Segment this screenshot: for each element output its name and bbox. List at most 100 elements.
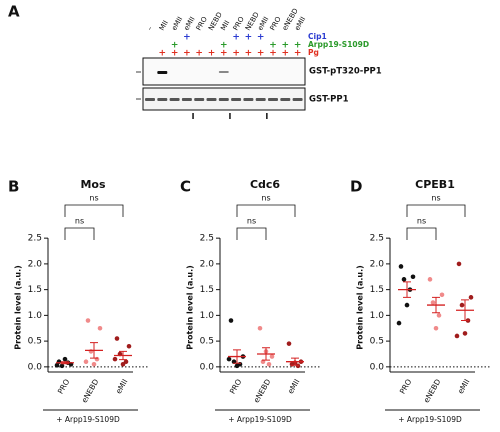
y-axis-label: Protein level (a.u.) [356, 265, 365, 350]
band [181, 98, 192, 101]
y-tick-label: 2.0 [370, 259, 385, 269]
group-label: + Arpp19-S109D [398, 415, 462, 424]
band [157, 71, 168, 74]
error-bar [90, 342, 98, 359]
y-tick-label: 1.5 [370, 285, 384, 295]
data-point [83, 359, 89, 365]
row-mark: + [232, 49, 240, 59]
data-point [439, 292, 445, 298]
y-tick-label: 2.5 [200, 234, 214, 244]
significance-label: ns [431, 194, 440, 203]
data-point [396, 320, 402, 326]
panel-label: A [8, 3, 20, 21]
data-point [62, 356, 68, 362]
data-point [269, 354, 275, 359]
y-tick-label: 0.5 [200, 337, 214, 347]
significance-label: ns [247, 217, 256, 226]
error-bar [61, 361, 69, 365]
band [268, 98, 278, 101]
y-tick-label: 1.5 [28, 285, 42, 295]
row-mark: + [208, 49, 216, 59]
data-point [286, 341, 292, 346]
band [169, 98, 180, 101]
significance-label: ns [261, 194, 270, 203]
row-mark: + [171, 49, 179, 59]
row-mark: + [159, 49, 167, 59]
y-axis-label: Protein level (a.u.) [14, 265, 23, 350]
row-mark: + [183, 49, 191, 59]
blot-label: GST-pT320-PP1 [309, 67, 382, 77]
data-point [120, 361, 126, 367]
y-tick-label: 0.0 [200, 362, 215, 372]
error-bar [432, 296, 440, 314]
data-point [54, 363, 60, 368]
data-point [430, 300, 436, 305]
error-bar [262, 347, 270, 361]
row-mark: + [245, 49, 253, 59]
error-bar [291, 357, 299, 366]
error-bar [119, 350, 127, 361]
row-mark: + [183, 33, 191, 43]
y-tick-label: 0.5 [370, 337, 384, 347]
y-tick-label: 1.0 [370, 311, 385, 321]
data-point [123, 359, 129, 365]
panel-label: B [8, 178, 19, 196]
y-tick-label: 2.5 [28, 234, 42, 244]
data-point [114, 336, 120, 341]
row-label: Pg [308, 48, 319, 57]
data-point [401, 277, 407, 282]
error-bar [461, 299, 469, 322]
data-point [410, 274, 416, 280]
significance-label: ns [417, 217, 426, 226]
band [243, 98, 254, 101]
y-tick-label: 1.0 [28, 311, 43, 321]
row-mark: + [232, 33, 240, 43]
row-mark: + [294, 41, 302, 51]
significance-label: ns [89, 194, 98, 203]
data-point [266, 361, 272, 367]
error-bar [233, 349, 241, 364]
y-axis-label: Protein level (a.u.) [186, 265, 195, 350]
row-mark: + [257, 49, 265, 59]
data-point [295, 363, 301, 369]
y-tick-label: 0.0 [28, 362, 43, 372]
row-mark: + [257, 33, 265, 43]
data-point [456, 261, 462, 267]
y-tick-label: 0.5 [28, 337, 42, 347]
row-mark: + [282, 41, 290, 51]
band [206, 98, 217, 101]
data-point [436, 313, 442, 318]
data-point [468, 295, 474, 300]
panel-label: D [350, 178, 362, 196]
y-tick-label: 2.5 [370, 234, 384, 244]
group-label: + Arpp19-S109D [228, 415, 292, 424]
band [255, 98, 266, 101]
row-label: Cip1 [308, 32, 327, 41]
chart-title: CPEB1 [415, 178, 455, 191]
row-mark: + [195, 49, 203, 59]
data-point [257, 325, 263, 331]
data-point [112, 356, 118, 362]
band [231, 98, 242, 101]
significance-bracket [236, 204, 296, 217]
significance-bracket [236, 227, 267, 240]
data-point [234, 363, 240, 369]
chart-title: Cdc6 [250, 178, 280, 191]
data-point [454, 333, 460, 339]
data-point [94, 356, 100, 362]
lane-label: – [146, 25, 155, 32]
y-tick-label: 2.0 [200, 259, 215, 269]
error-bar [403, 281, 411, 298]
significance-bracket [406, 227, 437, 240]
row-mark: + [269, 49, 277, 59]
row-mark: + [282, 49, 290, 59]
data-point [91, 361, 97, 367]
data-point [226, 356, 232, 362]
data-point [404, 302, 410, 308]
band [292, 98, 303, 101]
data-point [398, 264, 404, 269]
data-point [459, 302, 465, 308]
significance-bracket [64, 227, 95, 240]
